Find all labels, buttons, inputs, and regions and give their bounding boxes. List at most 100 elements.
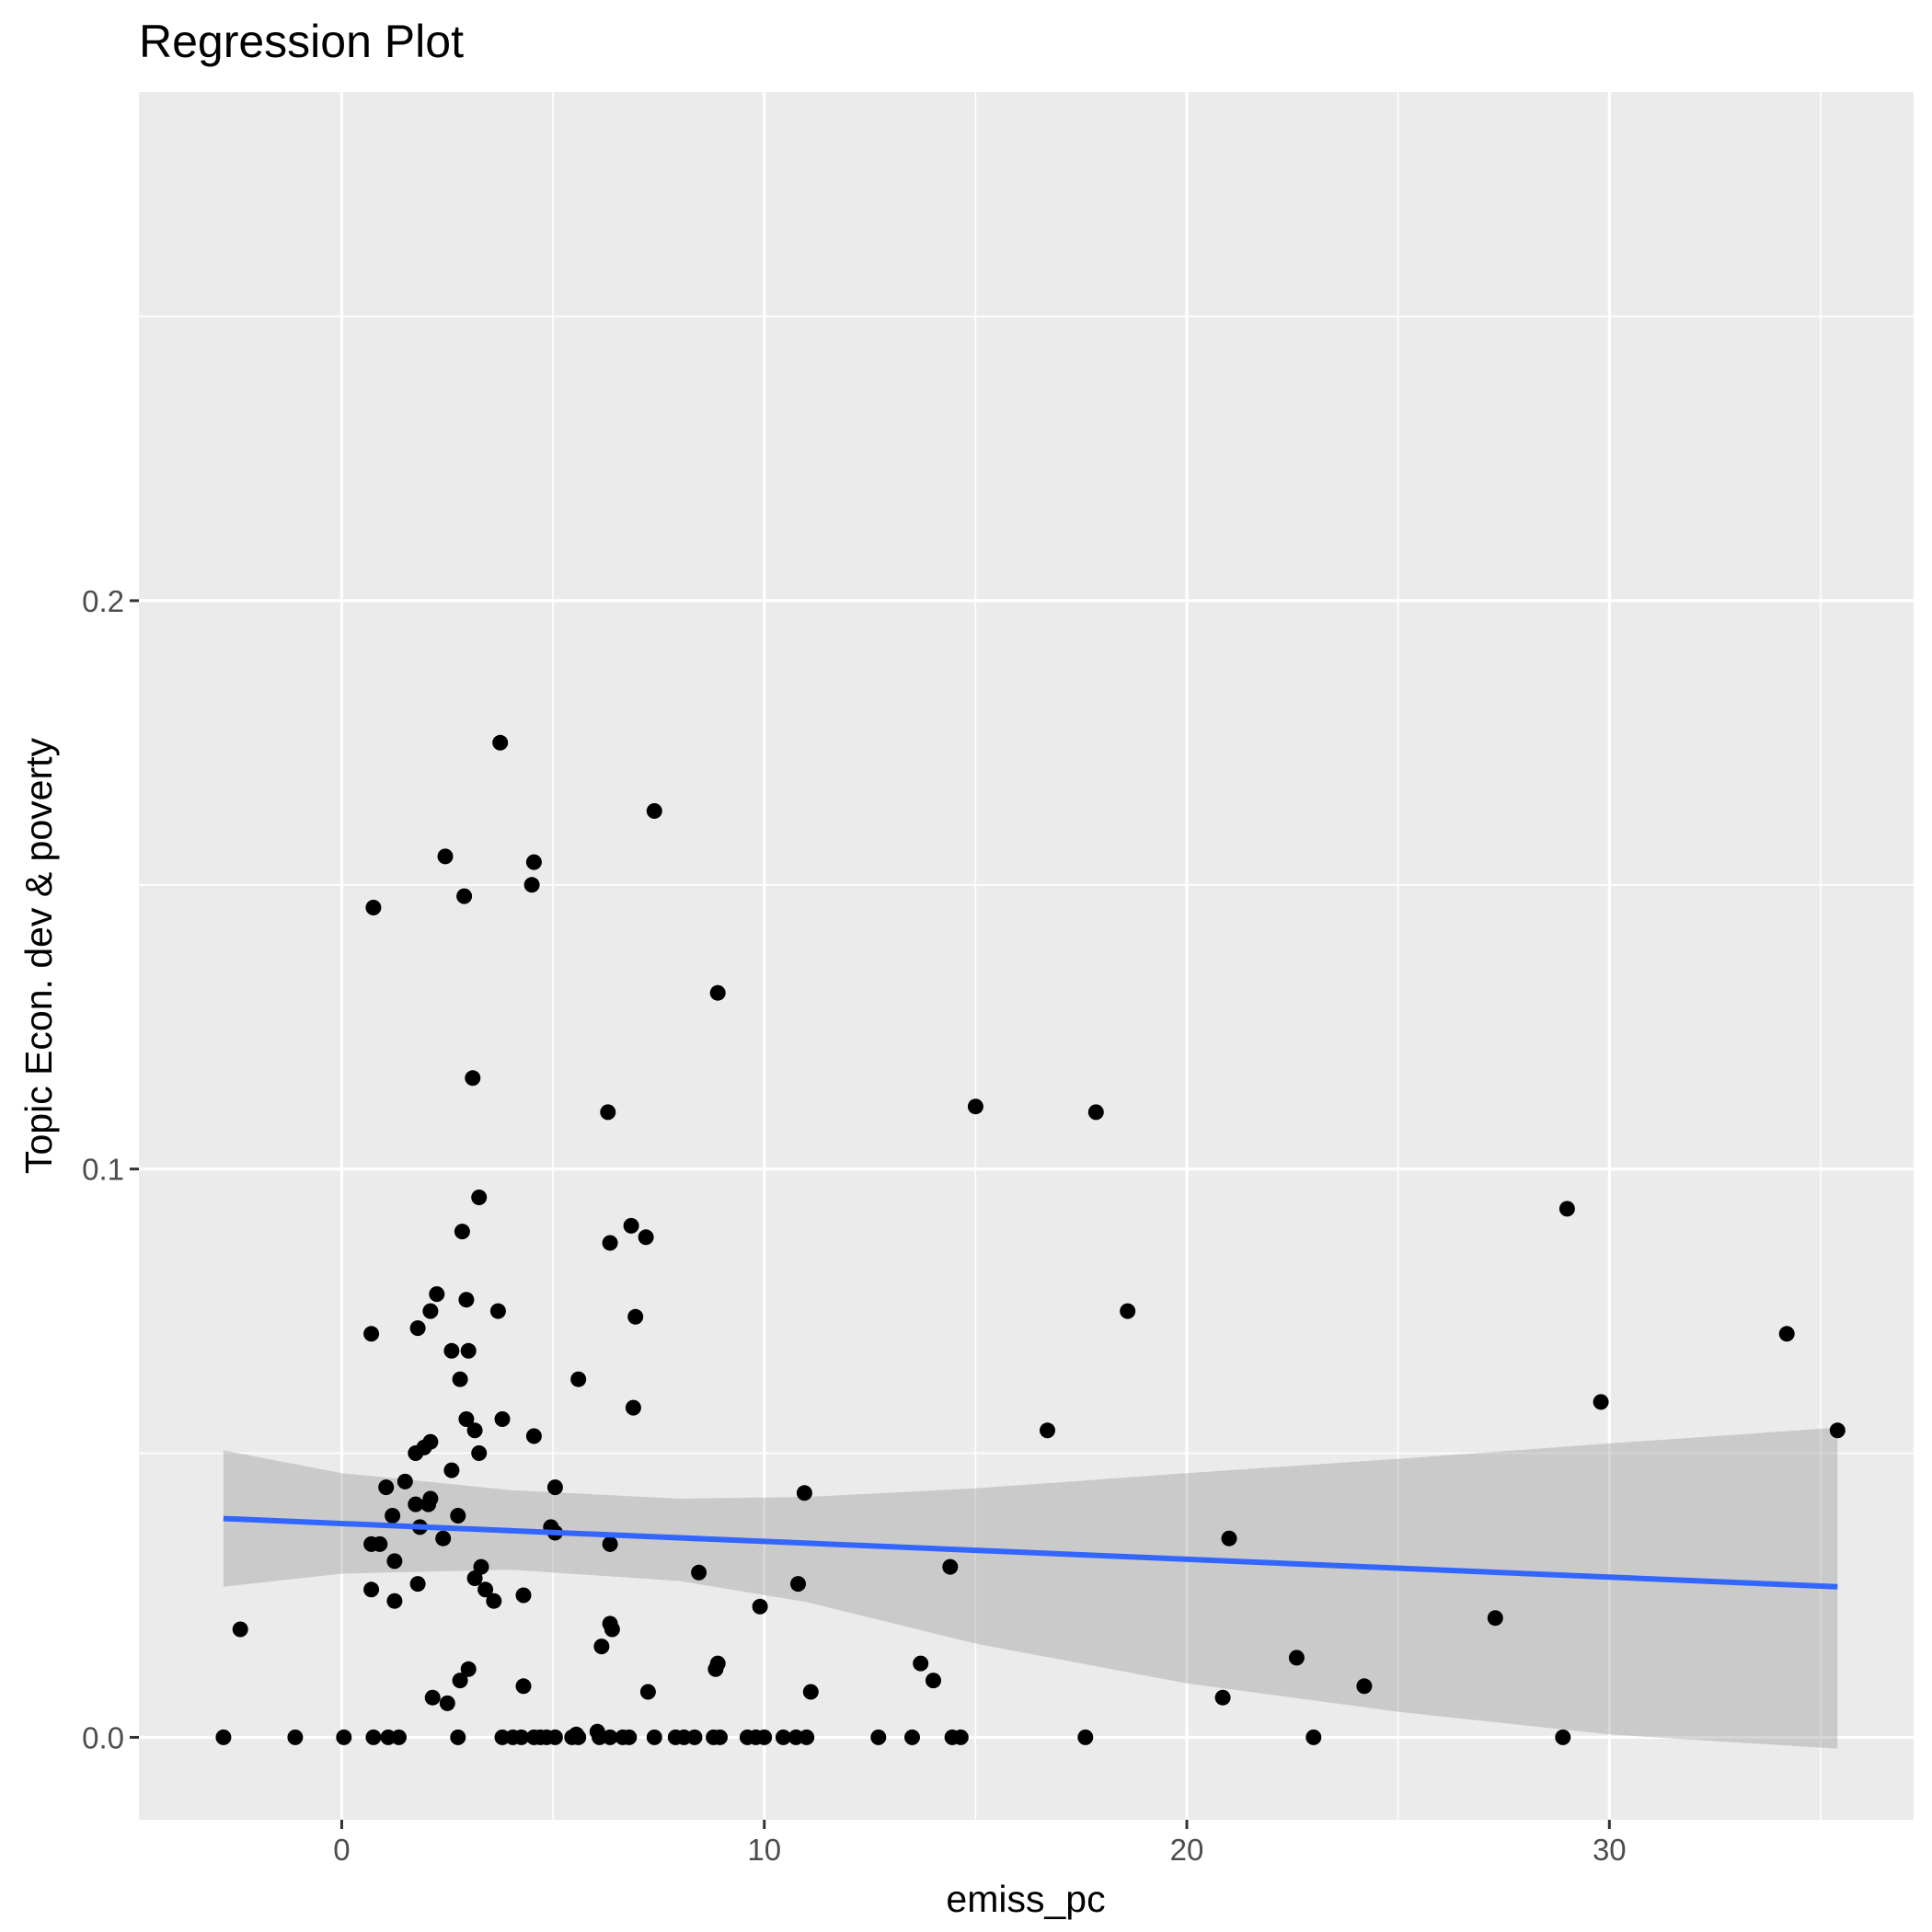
data-point	[486, 1593, 502, 1609]
data-point	[513, 1729, 530, 1745]
data-point	[458, 1292, 475, 1308]
x-tick-label: 0	[333, 1833, 350, 1867]
data-point	[686, 1729, 703, 1745]
data-point	[372, 1535, 388, 1552]
data-point	[489, 1303, 506, 1319]
data-point	[621, 1729, 638, 1745]
data-point	[437, 848, 454, 865]
data-point	[756, 1729, 773, 1745]
data-point	[712, 1729, 728, 1745]
data-point	[515, 1678, 532, 1695]
data-point	[1040, 1422, 1055, 1439]
grid-minor-lines	[130, 92, 1914, 1820]
data-point	[454, 1224, 470, 1240]
data-point	[967, 1098, 983, 1115]
data-point	[409, 1576, 426, 1593]
data-point	[422, 1303, 439, 1319]
data-point	[525, 854, 542, 870]
data-point	[1221, 1530, 1237, 1547]
data-point	[408, 1496, 424, 1512]
data-point	[600, 1104, 616, 1121]
data-point	[638, 1229, 654, 1246]
data-point	[707, 1661, 724, 1677]
data-point	[215, 1729, 232, 1745]
data-point	[365, 1729, 382, 1745]
data-point	[913, 1655, 929, 1672]
data-point	[799, 1729, 815, 1745]
data-point	[458, 1411, 475, 1427]
data-point	[386, 1593, 403, 1609]
data-point	[1288, 1650, 1305, 1666]
data-point	[602, 1729, 618, 1745]
data-point	[775, 1729, 791, 1745]
data-point	[790, 1576, 806, 1593]
data-point	[378, 1479, 395, 1496]
data-point	[604, 1621, 620, 1638]
chart-title: Regression Plot	[139, 16, 464, 67]
data-point	[1120, 1303, 1136, 1319]
data-point	[627, 1308, 644, 1325]
data-point	[232, 1621, 248, 1638]
confidence-ribbon	[223, 1427, 1838, 1749]
data-point	[752, 1598, 768, 1615]
data-point	[568, 1726, 584, 1742]
data-point	[646, 1729, 662, 1745]
grid-major-lines	[139, 92, 1914, 1820]
data-point	[523, 877, 540, 893]
data-point	[926, 1673, 941, 1689]
data-point	[1778, 1326, 1795, 1342]
y-tick-label: 0.1	[82, 1153, 124, 1187]
y-axis-ticks: 0.0 0.1 0.2	[82, 584, 139, 1754]
data-point	[460, 1342, 477, 1359]
data-point	[639, 1684, 656, 1700]
data-point	[429, 1286, 445, 1303]
data-point	[443, 1342, 460, 1359]
data-point	[602, 1535, 618, 1552]
data-point	[435, 1530, 452, 1547]
data-point	[1077, 1729, 1094, 1745]
data-point	[456, 888, 473, 904]
data-point	[602, 1235, 618, 1251]
data-point	[471, 1190, 488, 1205]
data-point	[515, 1587, 532, 1604]
regression-line	[223, 1515, 1838, 1590]
data-point	[477, 1581, 494, 1598]
data-point	[870, 1729, 887, 1745]
data-point	[1829, 1422, 1846, 1439]
data-point	[691, 1564, 707, 1581]
data-point	[1487, 1610, 1503, 1627]
plot-panel	[139, 92, 1914, 1820]
data-point	[363, 1326, 380, 1342]
data-point	[802, 1684, 819, 1700]
data-point	[1593, 1394, 1609, 1410]
data-points	[215, 734, 1846, 1745]
data-point	[471, 1445, 488, 1461]
data-point	[424, 1689, 441, 1706]
data-point	[465, 1070, 481, 1087]
data-point	[904, 1729, 920, 1745]
x-axis-ticks: 0 10 20 30	[333, 1820, 1627, 1867]
x-axis-title: emiss_pc	[946, 1878, 1105, 1920]
data-point	[385, 1508, 401, 1524]
data-point	[1305, 1729, 1322, 1745]
data-point	[450, 1729, 466, 1745]
x-tick-label: 30	[1593, 1833, 1627, 1867]
data-point	[397, 1473, 413, 1489]
x-tick-label: 20	[1170, 1833, 1204, 1867]
data-point	[1555, 1729, 1571, 1745]
data-point	[546, 1479, 563, 1496]
data-point	[450, 1508, 466, 1524]
data-point	[336, 1729, 352, 1745]
data-point	[623, 1217, 639, 1234]
data-point	[386, 1553, 403, 1570]
y-tick-label: 0.0	[82, 1720, 124, 1754]
data-point	[473, 1558, 489, 1575]
data-point	[420, 1496, 437, 1512]
data-point	[408, 1445, 424, 1461]
data-point	[494, 1411, 511, 1427]
data-point	[1087, 1104, 1104, 1121]
data-point	[492, 734, 509, 751]
data-point	[391, 1729, 407, 1745]
data-point	[287, 1729, 304, 1745]
